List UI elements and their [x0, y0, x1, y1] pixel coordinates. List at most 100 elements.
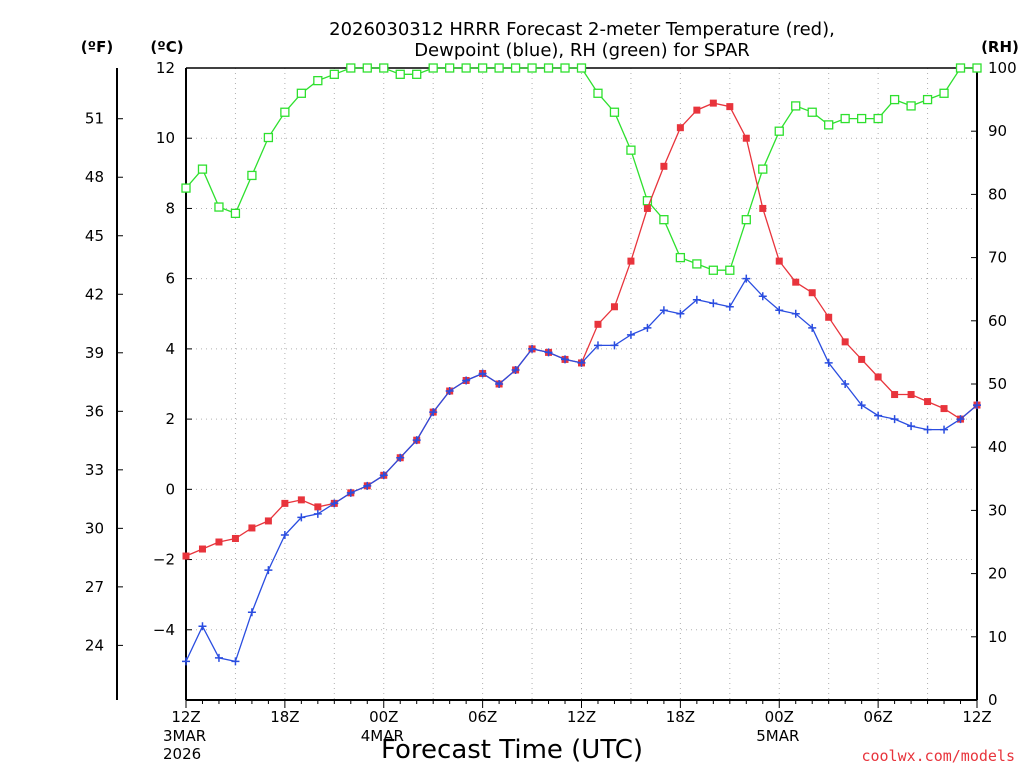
- rh-point: [412, 69, 422, 79]
- x-date-label: 4MAR: [361, 727, 404, 745]
- dewpoint-point: [808, 323, 817, 332]
- x-tick-label: 00Z: [765, 708, 794, 726]
- temperature-point: [182, 552, 190, 560]
- celsius-tick-label: −4: [153, 621, 175, 639]
- temperature-point: [775, 257, 783, 265]
- dewpoint-point: [561, 355, 570, 364]
- celsius-tick-label: 12: [156, 59, 175, 77]
- dewpoint-point: [890, 415, 899, 424]
- x-tick-label: 12Z: [567, 708, 596, 726]
- rh-point: [840, 113, 850, 124]
- dewpoint-point: [247, 608, 256, 617]
- temperature-point: [198, 545, 206, 553]
- temperature-point: [297, 496, 305, 504]
- dewpoint-point: [841, 380, 850, 388]
- temperature-point: [726, 103, 734, 111]
- dewpoint-point: [940, 425, 949, 434]
- dewpoint-point: [297, 513, 306, 522]
- rh-point: [791, 101, 801, 111]
- rh-point: [280, 107, 290, 117]
- rh-point: [181, 183, 191, 193]
- temperature-point: [907, 391, 915, 399]
- fahrenheit-tick-label: 27: [85, 578, 104, 596]
- rh-tick-label: 20: [988, 565, 1007, 583]
- rh-point: [955, 63, 966, 73]
- dewpoint-point: [626, 330, 635, 339]
- dewpoint-point: [907, 422, 916, 431]
- rh-point: [313, 75, 323, 86]
- dewpoint-point: [511, 365, 520, 374]
- rh-tick-label: 70: [988, 249, 1007, 267]
- fahrenheit-tick-label: 24: [85, 636, 104, 654]
- temperature-point: [314, 503, 322, 511]
- temperature-point: [759, 204, 767, 212]
- rh-unit-label: (RH): [981, 38, 1019, 56]
- dewpoint-point: [659, 306, 668, 315]
- dewpoint-point: [610, 341, 619, 350]
- dewpoint-point: [346, 488, 355, 497]
- dewpoint-point: [462, 376, 471, 385]
- rh-point: [527, 63, 537, 73]
- dewpoint-point: [231, 657, 240, 666]
- rh-point: [576, 63, 587, 73]
- dewpoint-point: [824, 358, 833, 367]
- temperature-point: [627, 257, 635, 265]
- dewpoint-series: [182, 274, 981, 666]
- rh-point: [428, 63, 438, 73]
- rh-tick-label: 50: [988, 375, 1007, 393]
- rh-point: [922, 94, 933, 105]
- rh-point: [329, 69, 339, 79]
- dewpoint-point: [182, 657, 190, 666]
- temperature-point: [264, 517, 272, 525]
- rh-point: [626, 145, 636, 155]
- rh-point: [708, 265, 718, 275]
- temperature-point: [248, 524, 256, 532]
- dewpoint-point: [396, 453, 405, 462]
- rh-point: [214, 202, 224, 212]
- x-year-label: 2026: [163, 745, 201, 763]
- rh-tick-label: 30: [988, 501, 1007, 519]
- dewpoint-point: [528, 344, 537, 353]
- dewpoint-point: [857, 401, 866, 410]
- dewpoint-point: [956, 415, 965, 424]
- rh-point: [543, 63, 554, 73]
- rh-point: [379, 63, 389, 73]
- dewpoint-point: [412, 436, 421, 445]
- gridlines: [186, 68, 977, 700]
- rh-tick-label: 40: [988, 438, 1007, 456]
- dewpoint-point: [198, 622, 207, 631]
- celsius-tick-label: 2: [165, 410, 175, 428]
- rh-point: [263, 132, 274, 143]
- rh-point: [856, 113, 867, 124]
- temperature-point: [231, 534, 239, 542]
- rh-point: [939, 88, 949, 98]
- rh-point: [889, 94, 900, 105]
- rh-tick-label: 0: [988, 691, 998, 709]
- temperature-point: [676, 124, 684, 132]
- temperature-point: [215, 538, 223, 546]
- temperature-point: [742, 134, 750, 142]
- data-series: [181, 63, 982, 666]
- fahrenheit-tick-label: 30: [85, 519, 104, 537]
- celsius-tick-label: 4: [165, 340, 175, 358]
- dewpoint-point: [445, 387, 454, 396]
- dewpoint-point: [264, 566, 273, 575]
- celsius-tick-label: 8: [165, 199, 175, 217]
- rh-point: [593, 88, 603, 98]
- temperature-point: [660, 162, 668, 170]
- dewpoint-point: [973, 401, 981, 410]
- rh-tick-label: 60: [988, 312, 1007, 330]
- rh-point: [477, 63, 488, 73]
- dewpoint-point: [495, 380, 504, 388]
- rh-point: [807, 107, 817, 117]
- rh-series: [181, 63, 982, 275]
- x-tick-label: 06Z: [863, 708, 892, 726]
- fahrenheit-unit-label: (ºF): [81, 38, 113, 56]
- fahrenheit-tick-label: 48: [85, 168, 104, 186]
- fahrenheit-tick-label: 39: [85, 344, 104, 362]
- rh-point: [972, 63, 982, 73]
- dewpoint-point: [676, 309, 685, 318]
- fahrenheit-tick-label: 33: [85, 461, 104, 479]
- temperature-point: [858, 355, 866, 363]
- rh-point: [346, 63, 356, 73]
